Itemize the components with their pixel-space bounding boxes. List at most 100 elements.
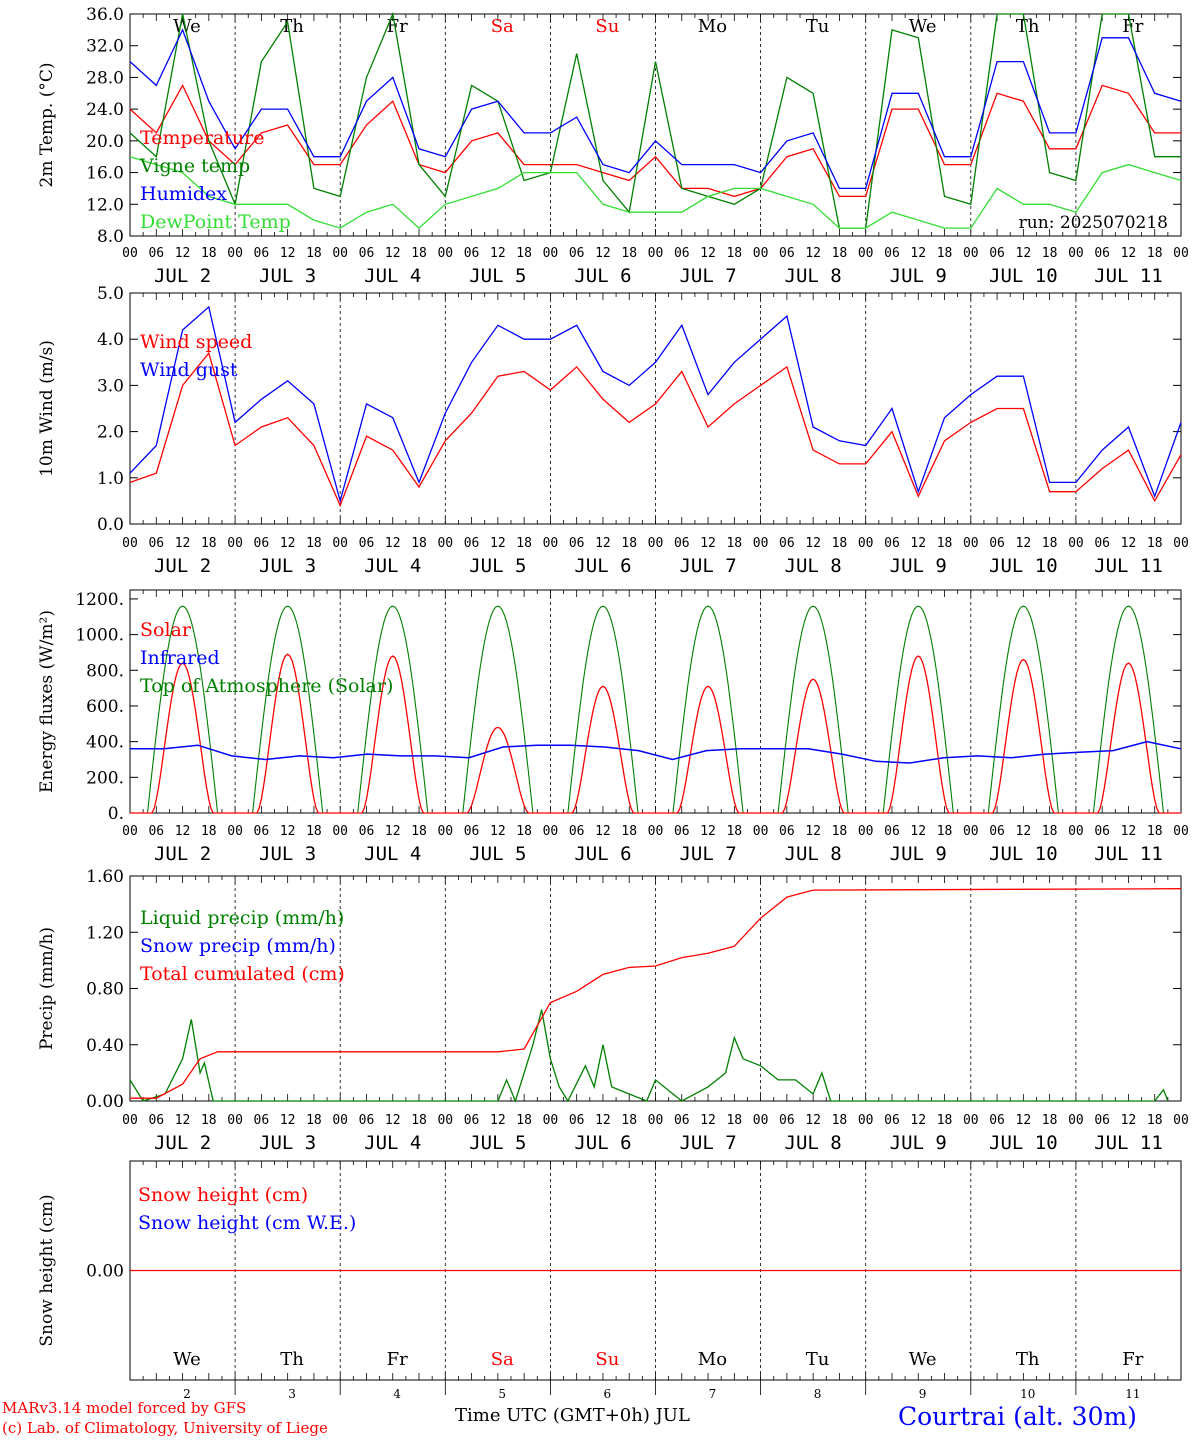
hour-tick-label: 06 xyxy=(464,536,480,551)
wind-series-line xyxy=(129,305,1182,504)
hour-tick-label: 06 xyxy=(884,1113,900,1128)
hour-tick-label: 18 xyxy=(832,246,848,261)
hour-tick-label: 00 xyxy=(332,1113,348,1128)
hour-tick-label: 06 xyxy=(254,824,270,839)
wind-series-line xyxy=(129,351,1182,508)
hour-tick-label: 18 xyxy=(201,246,217,261)
hour-tick-label: 06 xyxy=(464,246,480,261)
hour-tick-label: 12 xyxy=(595,824,611,839)
date-label: JUL 10 xyxy=(989,265,1058,287)
hour-tick-label: 12 xyxy=(910,246,926,261)
weekday-label: Th xyxy=(1016,1349,1040,1370)
hour-tick-label: 18 xyxy=(516,536,532,551)
y-tick-label: 400. xyxy=(86,733,124,753)
hour-tick-label: 06 xyxy=(148,824,164,839)
y-tick-label: 1.0 xyxy=(97,469,124,489)
hour-tick-label: 00 xyxy=(963,824,979,839)
day-number-label: 3 xyxy=(288,1387,296,1401)
hour-tick-label: 00 xyxy=(858,1113,874,1128)
date-label: JUL 7 xyxy=(679,555,736,577)
hour-tick-label: 06 xyxy=(989,246,1005,261)
legend-entry: Total cumulated (cm) xyxy=(140,963,345,985)
hour-tick-label: 06 xyxy=(1094,824,1110,839)
hour-tick-label: 06 xyxy=(779,1113,795,1128)
y-tick-label: 28.0 xyxy=(86,68,124,88)
weekday-label: Mo xyxy=(698,16,727,37)
weekday-label: Fr xyxy=(387,1349,408,1370)
hour-tick-label: 18 xyxy=(411,1113,427,1128)
y-axis-label: Snow height (cm) xyxy=(37,1194,57,1346)
date-label: JUL 8 xyxy=(785,555,842,577)
y-tick-label: 3.0 xyxy=(97,376,124,396)
weekday-label: Tu xyxy=(806,1349,830,1370)
hour-tick-label: 18 xyxy=(201,824,217,839)
hour-tick-label: 18 xyxy=(201,1113,217,1128)
hour-tick-label: 00 xyxy=(1068,536,1084,551)
infrared-line xyxy=(130,740,1182,764)
y-tick-label: 0. xyxy=(108,804,124,824)
temp-series-line xyxy=(129,11,1181,229)
hour-tick-label: 12 xyxy=(595,1113,611,1128)
hour-tick-label: 00 xyxy=(543,1113,559,1128)
y-tick-label: 1000. xyxy=(75,626,124,646)
hour-tick-label: 18 xyxy=(1042,1113,1058,1128)
solar-line xyxy=(130,653,1181,814)
weekday-label: Tu xyxy=(806,16,830,37)
hour-tick-label: 12 xyxy=(280,824,296,839)
legend-entry: Wind gust xyxy=(140,359,238,381)
hour-tick-label: 06 xyxy=(1094,536,1110,551)
date-label: JUL 11 xyxy=(1094,555,1163,577)
hour-tick-label: 12 xyxy=(490,246,506,261)
date-label: JUL 10 xyxy=(989,555,1058,577)
legend-entry: Top of Atmosphere (Solar) xyxy=(140,675,393,697)
model-credit: MARv3.14 model forced by GFS xyxy=(2,1399,247,1417)
hour-tick-label: 06 xyxy=(359,824,375,839)
hour-tick-label: 18 xyxy=(621,246,637,261)
hour-tick-label: 12 xyxy=(805,1113,821,1128)
date-label: JUL 3 xyxy=(259,1132,316,1154)
hour-tick-label: 00 xyxy=(648,824,664,839)
date-label: JUL 4 xyxy=(364,555,421,577)
hour-tick-label: 06 xyxy=(989,1113,1005,1128)
toa-solar-line xyxy=(130,605,1181,814)
weekday-label: We xyxy=(909,16,937,37)
day-number-label: 9 xyxy=(919,1387,927,1401)
hour-tick-label: 18 xyxy=(306,536,322,551)
hour-tick-label: 18 xyxy=(516,246,532,261)
hour-tick-label: 00 xyxy=(437,1113,453,1128)
hour-tick-label: 12 xyxy=(700,246,716,261)
hour-tick-label: 06 xyxy=(254,1113,270,1128)
hour-tick-label: 12 xyxy=(1121,536,1137,551)
hour-tick-label: 00 xyxy=(753,1113,769,1128)
y-tick-label: 16.0 xyxy=(86,164,124,184)
y-tick-label: 24.0 xyxy=(86,100,124,120)
date-label: JUL 8 xyxy=(785,265,842,287)
hour-tick-label: 18 xyxy=(937,536,953,551)
hour-tick-label: 06 xyxy=(148,1113,164,1128)
hour-tick-label: 18 xyxy=(411,536,427,551)
hour-tick-label: 00 xyxy=(437,824,453,839)
day-number-label: 2 xyxy=(183,1387,191,1401)
hour-tick-label: 12 xyxy=(175,824,191,839)
precip-series-line xyxy=(130,888,1182,1099)
legend-entry: Vigne temp xyxy=(139,155,250,177)
temp-series-line xyxy=(129,28,1182,190)
hour-tick-label: 00 xyxy=(963,536,979,551)
hour-tick-label: 06 xyxy=(148,536,164,551)
legend-entry: Snow height (cm W.E.) xyxy=(138,1212,356,1234)
hour-tick-label: 18 xyxy=(621,536,637,551)
hour-tick-label: 00 xyxy=(122,1113,138,1128)
weekday-label: Mo xyxy=(698,1349,727,1370)
run-label: run: 2025070218 xyxy=(1019,213,1168,233)
y-tick-label: 2.0 xyxy=(97,423,124,443)
hour-tick-label: 00 xyxy=(122,536,138,551)
date-label: JUL 4 xyxy=(364,1132,421,1154)
date-label: JUL 7 xyxy=(679,1132,736,1154)
hour-tick-label: 18 xyxy=(621,1113,637,1128)
legend-entry: Snow height (cm) xyxy=(138,1184,308,1206)
hour-tick-label: 06 xyxy=(359,536,375,551)
weekday-label: We xyxy=(173,16,201,37)
hour-tick-label: 00 xyxy=(753,536,769,551)
weekday-label: Su xyxy=(595,16,619,37)
temp-series-line xyxy=(129,156,1182,229)
